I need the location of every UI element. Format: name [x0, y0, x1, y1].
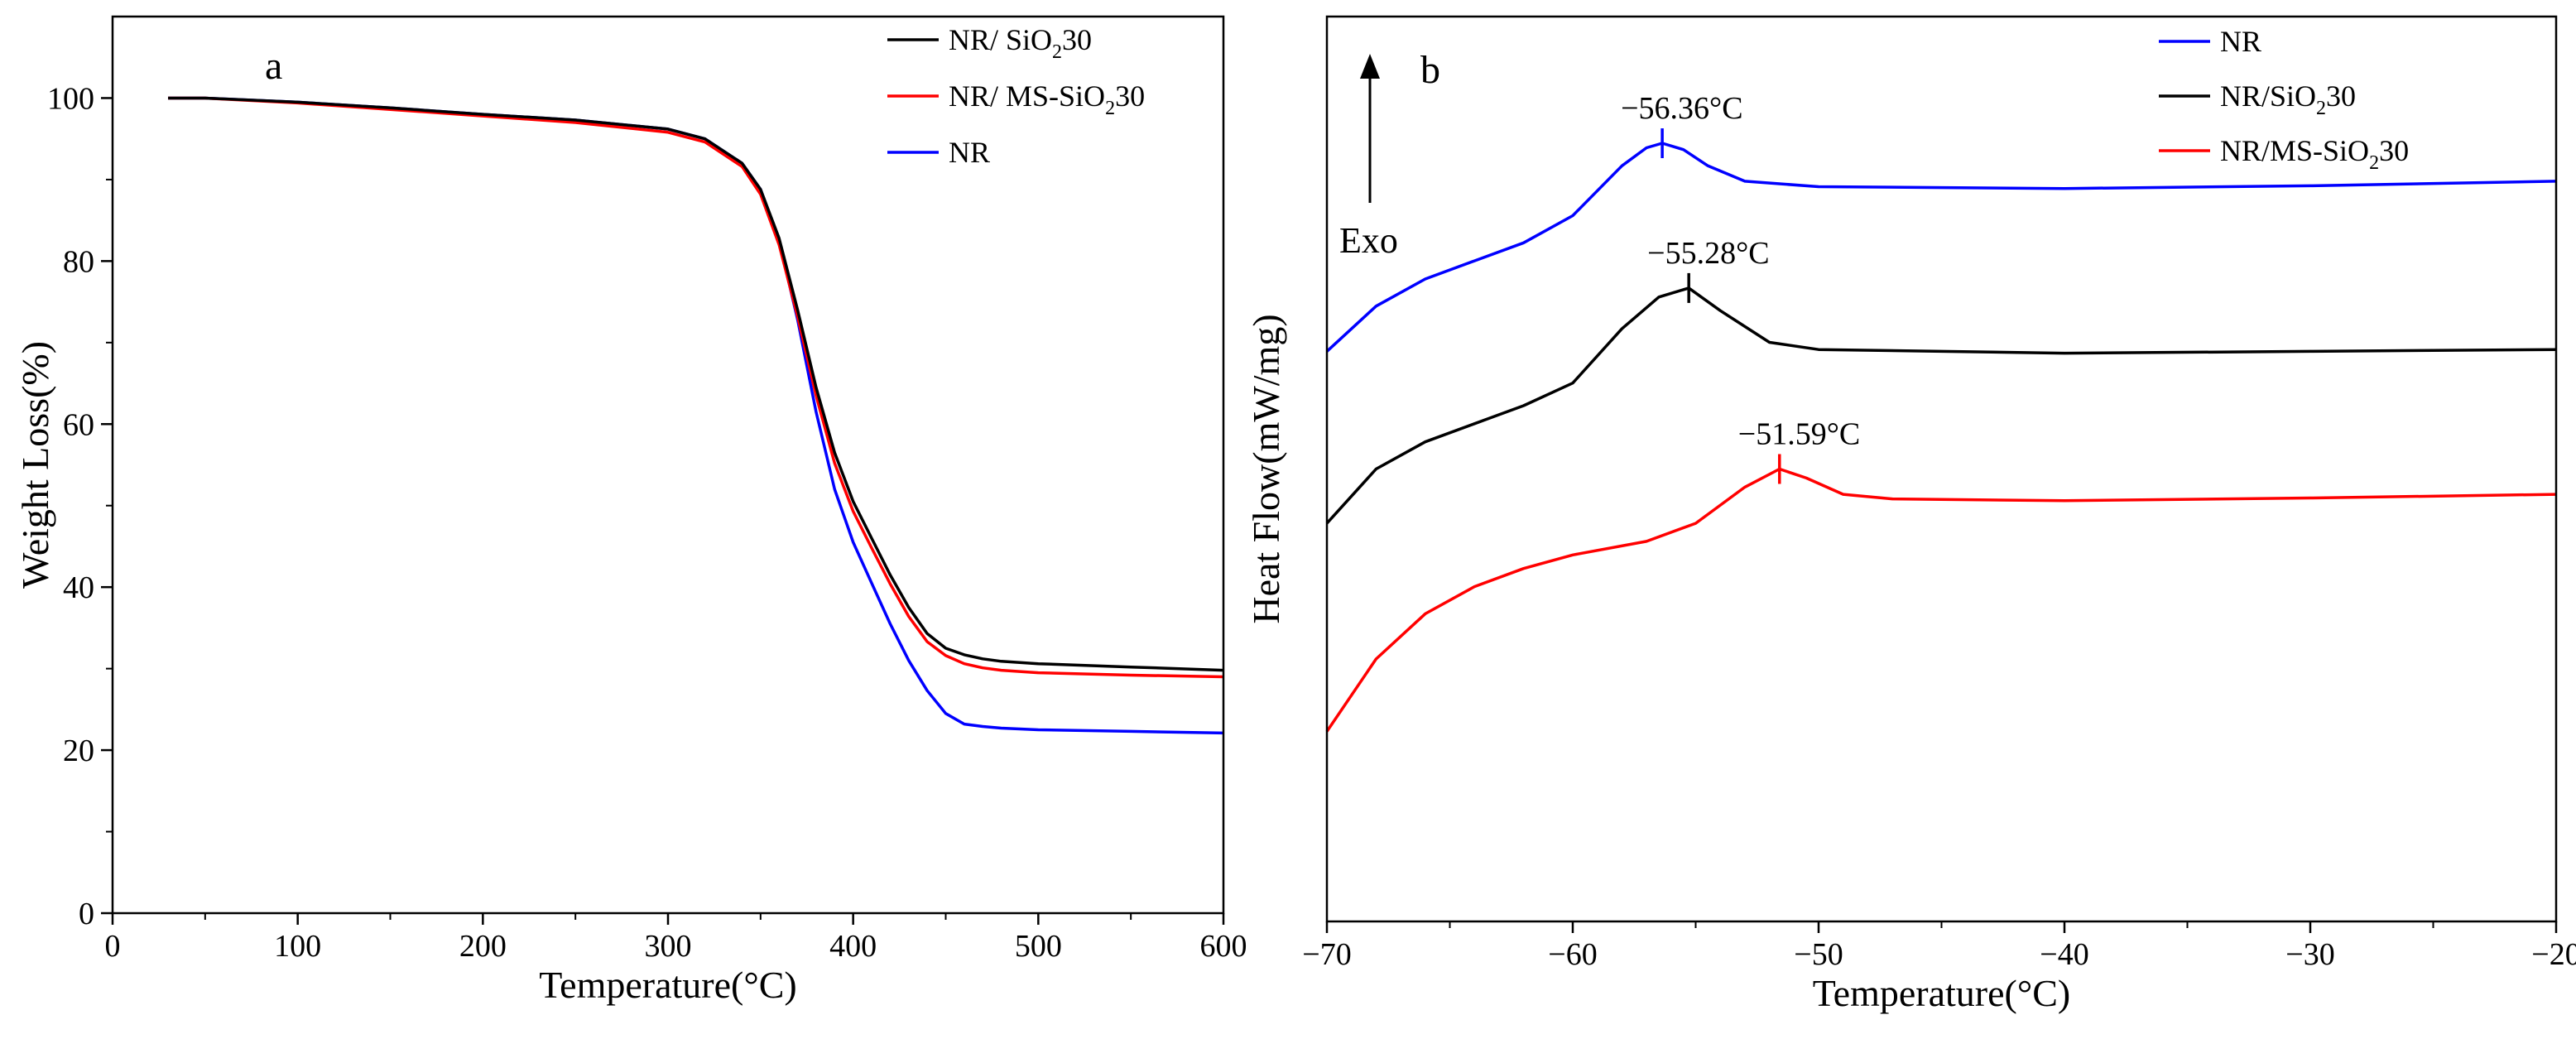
a-y-axis-label: Weight Loss(%)	[14, 341, 56, 589]
b-series-line-1	[1325, 286, 2557, 525]
a-plot-frame	[111, 15, 1225, 915]
b-x-tick-label: −30	[2285, 937, 2334, 972]
b-x-tick-label: −60	[1548, 937, 1597, 972]
b-x-axis-label: Temperature(°C)	[1813, 972, 2070, 1014]
exo-label: Exo	[1339, 220, 1398, 261]
panel-a-chart: 0 100 200 300 400 500 600 0 20 40 60 80 100 Temperatu…	[14, 15, 1247, 1006]
b-series-line-2	[1325, 467, 2557, 733]
panel-b-chart: −70 −60 −50 −40 −30 −20 Temperature(°C) Heat Fl…	[1245, 15, 2576, 1014]
a-legend-label: NR/ MS-SiO230	[949, 79, 1145, 119]
b-legend-label: NR/SiO230	[2220, 79, 2356, 119]
a-y-tick-label: 40	[63, 570, 94, 605]
a-x-tick-label: 300	[645, 929, 692, 964]
b-x-tick-label: −70	[1302, 937, 1351, 972]
a-x-tick-label: 600	[1200, 929, 1247, 964]
a-series-line-0	[168, 96, 1224, 672]
b-x-tick-label: −40	[2040, 937, 2088, 972]
a-x-tick-label: 500	[1015, 929, 1062, 964]
a-x-tick-label: 400	[829, 929, 877, 964]
b-panel-letter: b	[1420, 48, 1440, 92]
a-panel-letter: a	[265, 44, 282, 88]
a-y-tick-label: 20	[63, 734, 94, 768]
exo-arrow-head	[1360, 54, 1380, 79]
a-series-line-1	[168, 96, 1224, 679]
a-legend-label: NR	[949, 136, 990, 169]
a-y-tick-label: 80	[63, 244, 94, 279]
b-peak-annotation-0: −56.36°C	[1621, 91, 1742, 126]
a-x-tick-label: 100	[274, 929, 321, 964]
b-x-tick-label: −50	[1794, 937, 1843, 972]
a-y-tick-label: 60	[63, 407, 94, 442]
b-series-line-0	[1325, 142, 2557, 353]
a-legend-label: NR/ SiO230	[949, 23, 1092, 63]
b-legend-label: NR/MS-SiO230	[2220, 134, 2409, 174]
b-y-axis-label: Heat Flow(mW/mg)	[1245, 314, 1287, 623]
b-peak-annotation-1: −55.28°C	[1647, 236, 1769, 271]
b-x-tick-label: −20	[2531, 937, 2576, 972]
a-y-tick-label: 0	[79, 897, 94, 931]
a-x-axis-label: Temperature(°C)	[539, 964, 796, 1006]
b-legend-label: NR	[2220, 25, 2261, 58]
a-x-tick-label: 0	[105, 929, 121, 964]
b-peak-annotation-2: −51.59°C	[1738, 417, 1860, 452]
a-series-line-2	[168, 96, 1224, 735]
a-y-tick-label: 100	[47, 81, 94, 116]
a-x-tick-label: 200	[459, 929, 507, 964]
